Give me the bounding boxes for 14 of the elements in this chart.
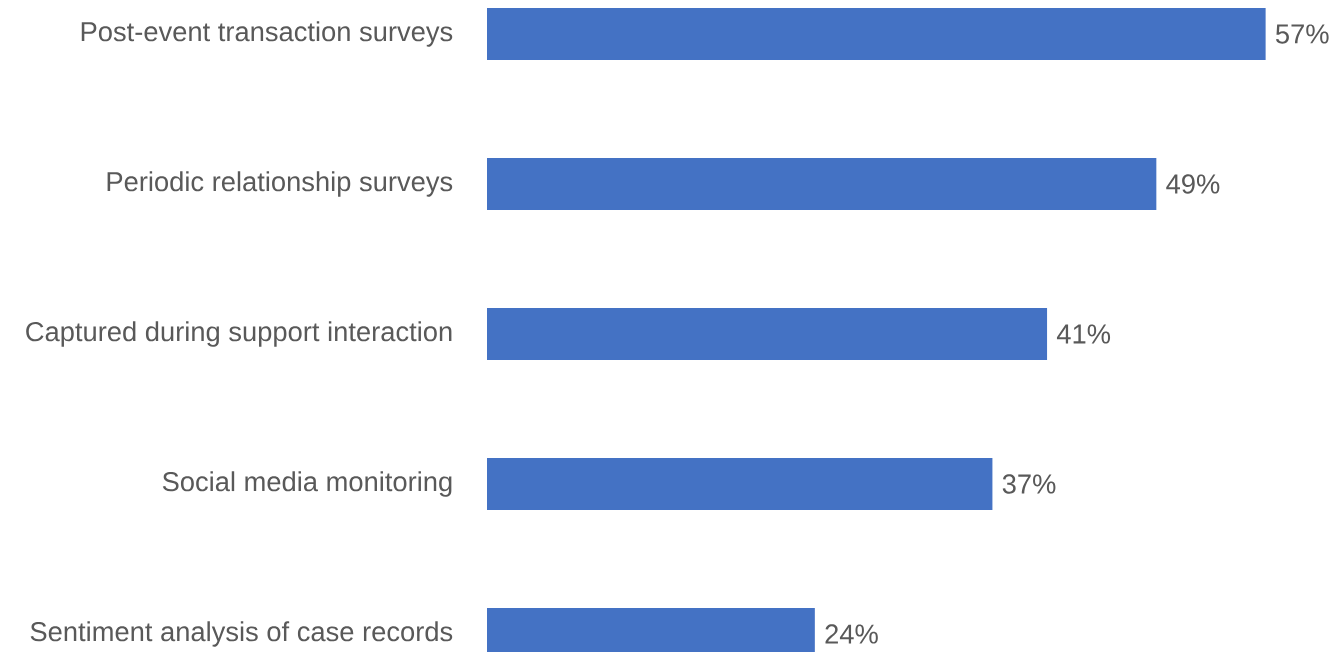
y-tick-label: Captured during support interaction — [26, 321, 452, 347]
bar — [487, 158, 1157, 210]
y-tick-label: Social media monitoring — [162, 471, 452, 497]
data-label: 57% — [1275, 24, 1329, 44]
bar — [487, 457, 993, 510]
y-tick-label: Sentiment analysis of case records — [30, 621, 453, 647]
y-tick-label: Post-event transaction surveys — [81, 21, 453, 47]
data-label: 24% — [825, 624, 878, 644]
bar — [487, 308, 1048, 360]
data-label: 49% — [1166, 174, 1220, 194]
bar — [487, 8, 1266, 60]
data-label: 41% — [1056, 324, 1111, 344]
y-tick-label: Periodic relationship surveys — [107, 171, 453, 197]
data-label: 37% — [1002, 474, 1056, 494]
